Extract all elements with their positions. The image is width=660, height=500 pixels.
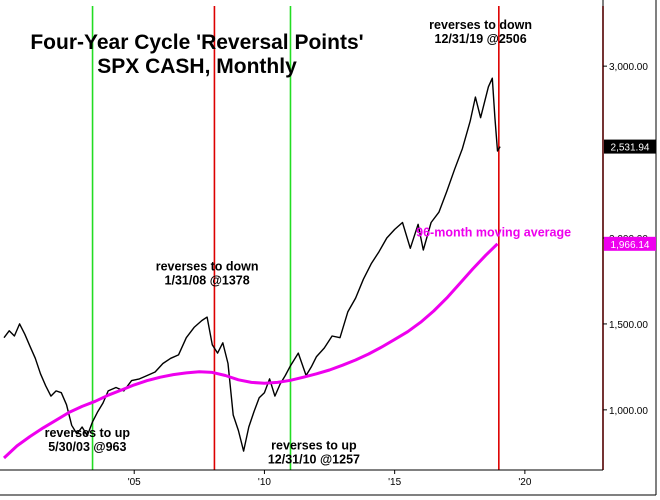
- reversal-annotation-0: reverses to down 12/31/19 @2506: [429, 18, 532, 46]
- moving-average-label: 96-month moving average: [416, 225, 571, 239]
- reversal-annotation-3-line-1: 12/31/10 @1257: [268, 452, 360, 466]
- last-value-badge-bg-0: [604, 139, 656, 154]
- last-value-badge-label-1: 1,966.14: [611, 240, 650, 251]
- moving-average-line: [2, 242, 499, 460]
- cycle-reversal-lines: [91, 6, 604, 470]
- reversal-annotation-0-line-1: 12/31/19 @2506: [435, 32, 527, 46]
- x-tick-label-2: '15: [388, 477, 401, 488]
- reversal-annotation-2-line-0: reverses to up: [45, 426, 131, 440]
- reversal-annotation-2-line-1: 5/30/03 @963: [48, 440, 126, 454]
- chart-title: Four-Year Cycle 'Reversal Points': [30, 31, 363, 54]
- x-tick-label-0: '05: [128, 477, 141, 488]
- y-tick-label-3: 3,000.00: [609, 62, 648, 73]
- y-tick-label-0: 1,000.00: [609, 406, 648, 417]
- price-line: [3, 77, 501, 452]
- last-value-badge-bg-1: [604, 236, 656, 251]
- x-tick-label-3: '20: [518, 477, 531, 488]
- last-value-badges: 2,531.94 1,966.14: [604, 139, 656, 251]
- last-value-badge-label-0: 2,531.94: [611, 143, 650, 154]
- reversal-annotation-1: reverses to down 1/31/08 @1378: [156, 260, 259, 288]
- x-tick-label-1: '10: [258, 477, 271, 488]
- reversal-annotation-1-line-0: reverses to down: [156, 260, 259, 274]
- y-tick-label-1: 1,500.00: [609, 320, 648, 331]
- reversal-annotation-1-line-1: 1/31/08 @1378: [165, 274, 250, 288]
- reversal-annotation-0-line-0: reverses to down: [429, 18, 532, 32]
- chart-subtitle: SPX CASH, Monthly: [97, 55, 297, 78]
- series-lines: [2, 77, 501, 460]
- reversal-annotation-3-line-0: reverses to up: [271, 438, 357, 452]
- reversal-annotation-3: reverses to up 12/31/10 @1257: [268, 438, 360, 466]
- reversal-annotation-2: reverses to up 5/30/03 @963: [45, 426, 131, 454]
- chart-text: Four-Year Cycle 'Reversal Points' SPX CA…: [30, 18, 571, 466]
